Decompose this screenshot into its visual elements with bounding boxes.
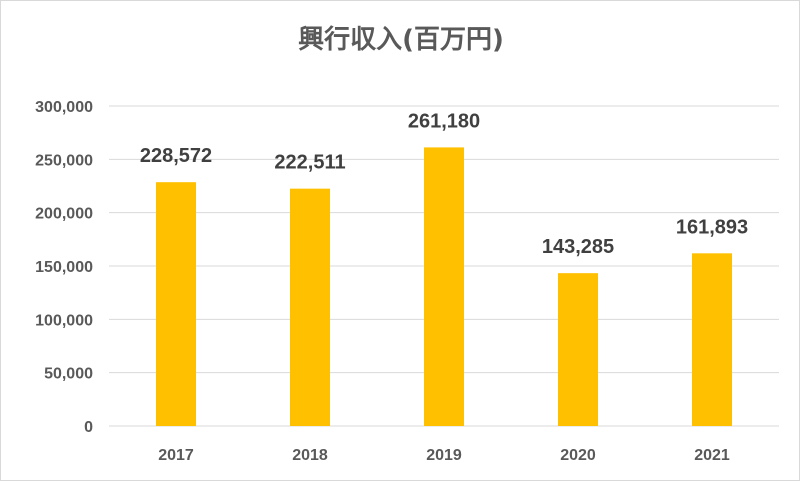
x-axis-labels: 2017 2018 2019 2020 2021 xyxy=(158,447,730,464)
data-label: 143,285 xyxy=(542,236,614,258)
data-label: 222,511 xyxy=(274,152,345,174)
y-tick-label: 150,000 xyxy=(35,259,93,276)
x-tick-label: 2019 xyxy=(426,447,462,464)
y-axis-labels: 0 50,000 100,000 150,000 200,000 250,000 300,0… xyxy=(35,99,93,436)
chart-title: 興行収入(百万円) xyxy=(298,25,504,55)
bars xyxy=(156,147,732,426)
bar xyxy=(290,188,330,426)
x-tick-label: 2020 xyxy=(560,447,596,464)
bar xyxy=(156,182,196,426)
y-tick-label: 0 xyxy=(84,419,93,436)
y-tick-label: 200,000 xyxy=(35,206,93,223)
y-tick-label: 300,000 xyxy=(35,99,93,116)
bar xyxy=(424,147,464,426)
x-tick-label: 2018 xyxy=(292,447,328,464)
bar xyxy=(558,273,598,426)
data-label: 161,893 xyxy=(676,216,748,238)
x-tick-label: 2021 xyxy=(694,447,730,464)
data-label: 228,572 xyxy=(140,145,212,167)
bar xyxy=(692,253,732,426)
data-labels: 228,572 222,511 261,180 143,285 161,893 xyxy=(140,110,748,258)
y-tick-label: 100,000 xyxy=(35,312,93,329)
y-tick-label: 250,000 xyxy=(35,152,93,169)
data-label: 261,180 xyxy=(408,110,480,132)
x-tick-label: 2017 xyxy=(158,447,194,464)
y-tick-label: 50,000 xyxy=(44,366,93,383)
